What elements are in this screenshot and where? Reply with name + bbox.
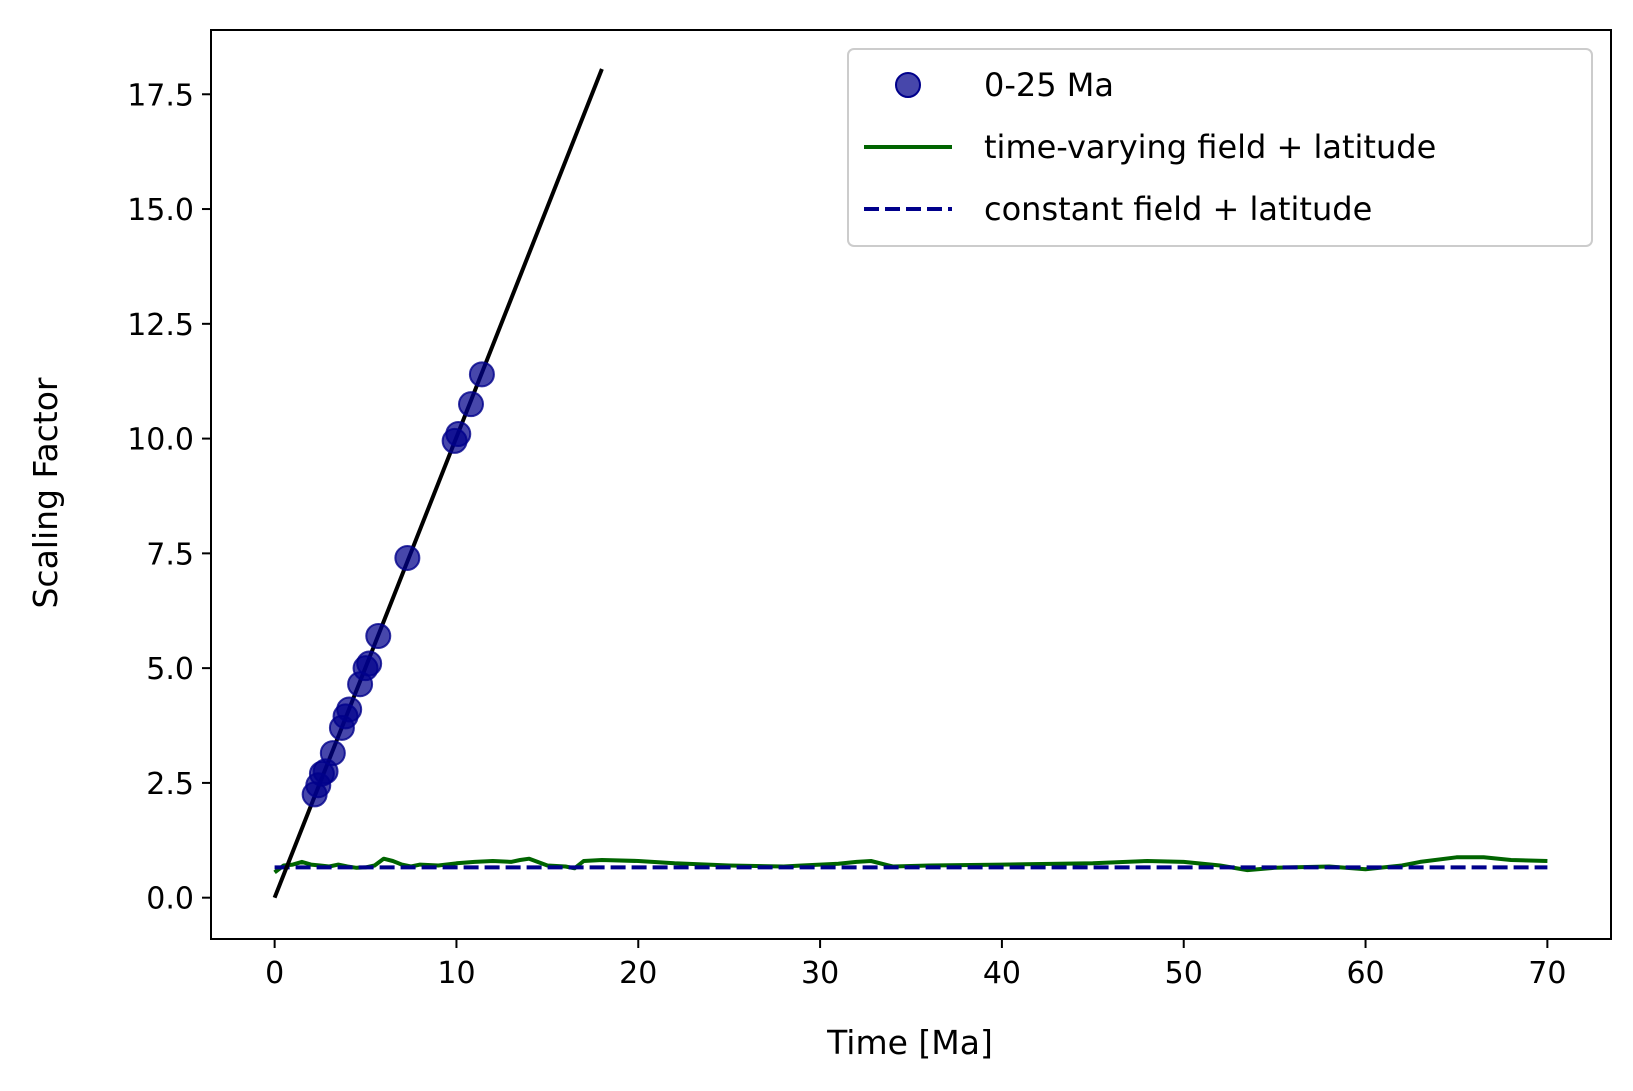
data-point: [458, 391, 484, 418]
y-tick-label: 2.5: [146, 767, 194, 802]
x-tick-label: 60: [1346, 956, 1384, 991]
data-point: [319, 740, 346, 767]
y-tick-label: 0.0: [146, 882, 194, 917]
x-tick-label: 30: [801, 956, 839, 991]
x-tick-label: 20: [619, 956, 657, 991]
data-point: [445, 421, 472, 447]
axes: 0 10 20 30 40 50 60 70 0.0 2.5 5.0 7.5 10.0 12.5 15.0 1…: [127, 29, 1612, 991]
x-tick-label: 50: [1165, 956, 1203, 991]
legend-label: constant field + latitude: [984, 190, 1372, 228]
y-tick-label: 12.5: [127, 308, 194, 343]
y-axis-label: Scaling Factor: [26, 377, 65, 608]
data-point: [468, 361, 495, 388]
y-tick-label: 5.0: [146, 652, 194, 687]
time-varying-line: [273, 855, 1548, 874]
x-axis-label: Time [Ma]: [826, 1023, 993, 1062]
data-point: [365, 623, 392, 649]
legend-label: 0-25 Ma: [984, 66, 1114, 104]
x-tick-label: 10: [437, 956, 475, 991]
data-point: [394, 544, 421, 571]
x-tick-label: 0: [265, 956, 284, 991]
legend-marker: [895, 72, 921, 98]
y-tick-label: 10.0: [127, 423, 194, 458]
y-tick-label: 17.5: [127, 78, 194, 113]
legend: 0-25 Ma time-varying field + latitude cons…: [847, 48, 1593, 247]
x-tick-label: 70: [1528, 956, 1566, 991]
data-point: [336, 696, 363, 723]
data-point: [356, 650, 383, 677]
plot-frame: [210, 29, 1612, 940]
x-tick-label: 40: [983, 956, 1021, 991]
legend-label: time-varying field + latitude: [984, 128, 1436, 166]
legend-box: [847, 48, 1593, 247]
y-tick-label: 15.0: [127, 193, 194, 228]
plot-area: [272, 68, 1548, 899]
y-tick-label: 7.5: [146, 537, 194, 572]
